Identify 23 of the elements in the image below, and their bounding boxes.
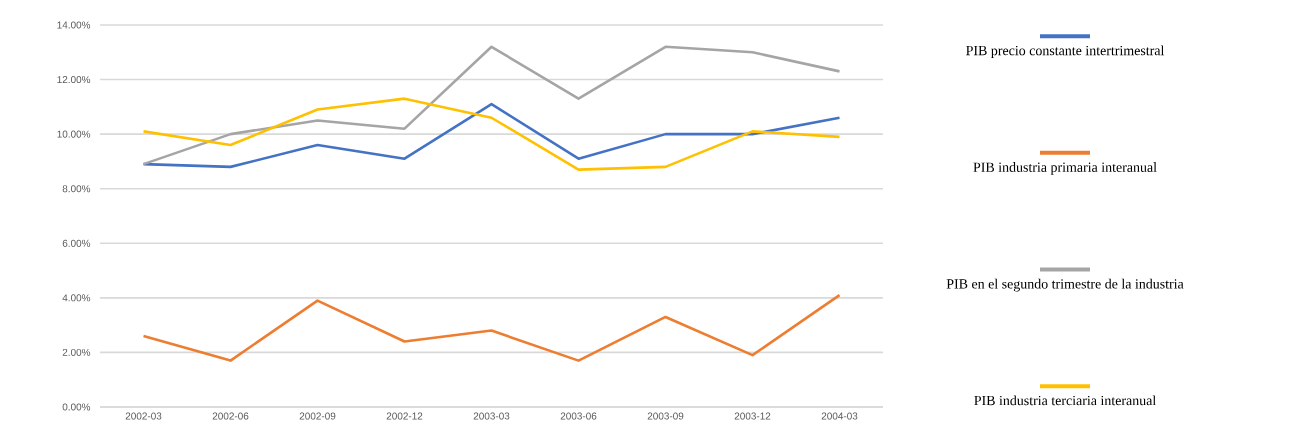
y-tick-label: 12.00% xyxy=(57,76,91,84)
y-tick-label: 8.00% xyxy=(62,185,91,193)
x-tick-label: 2003-12 xyxy=(734,412,771,420)
y-tick-label: 4.00% xyxy=(62,294,91,302)
y-tick-label: 2.00% xyxy=(62,348,91,356)
x-tick-label: 2003-03 xyxy=(473,412,510,420)
legend-label: PIB industria terciaria interanual xyxy=(974,395,1156,406)
x-tick-label: 2003-06 xyxy=(560,412,597,420)
y-tick-label: 10.00% xyxy=(57,130,91,138)
legend-label: PIB industria primaria interanual xyxy=(973,162,1157,175)
legend-label: PIB en el segundo trimestre de la industria xyxy=(946,278,1184,292)
line-series xyxy=(142,293,841,362)
y-tick-label: 6.00% xyxy=(62,239,91,247)
y-tick-label: 14.00% xyxy=(57,21,91,29)
x-tick-label: 2004-03 xyxy=(821,412,858,420)
x-tick-label: 2003-09 xyxy=(647,412,684,420)
x-tick-label: 2002-09 xyxy=(299,412,336,420)
x-tick-label: 2002-03 xyxy=(125,412,162,420)
y-tick-label: 0.00% xyxy=(62,403,91,411)
line-series xyxy=(142,45,841,166)
x-tick-label: 2002-12 xyxy=(386,412,423,420)
legend-label: PIB precio constante intertrimestral xyxy=(966,45,1165,59)
x-tick-label: 2002-06 xyxy=(212,412,249,420)
